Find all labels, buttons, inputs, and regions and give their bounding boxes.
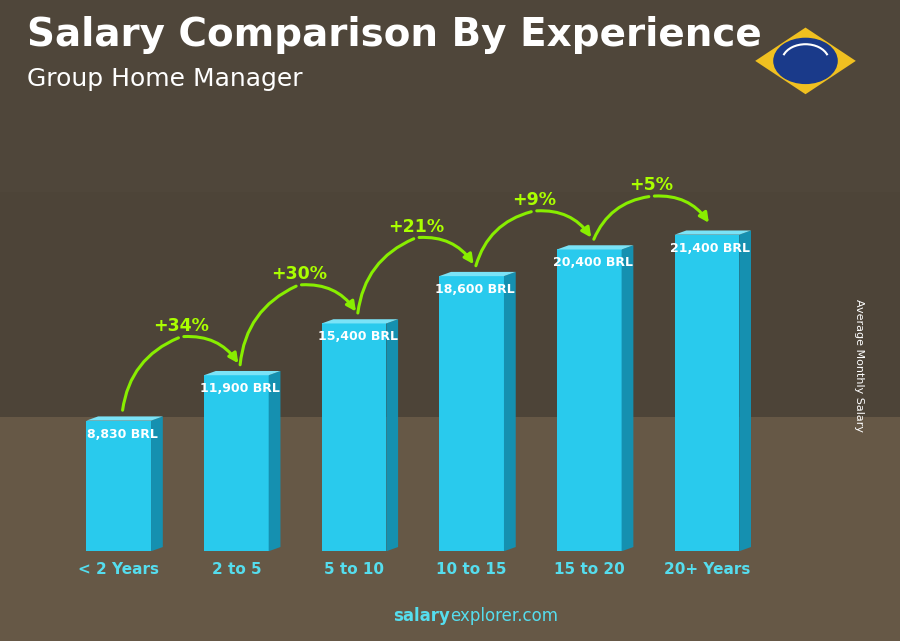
Bar bbox=[204, 375, 269, 551]
Text: +9%: +9% bbox=[512, 191, 556, 209]
Polygon shape bbox=[622, 246, 634, 551]
Bar bbox=[0, 417, 900, 641]
Text: +5%: +5% bbox=[630, 176, 673, 194]
Bar bbox=[674, 235, 739, 551]
Text: Group Home Manager: Group Home Manager bbox=[27, 67, 302, 91]
Bar bbox=[321, 324, 386, 551]
Bar bbox=[86, 420, 151, 551]
Polygon shape bbox=[151, 417, 163, 551]
Polygon shape bbox=[204, 371, 281, 375]
Bar bbox=[0, 0, 900, 192]
Text: 20,400 BRL: 20,400 BRL bbox=[553, 256, 633, 269]
Polygon shape bbox=[557, 246, 634, 249]
Polygon shape bbox=[674, 231, 751, 235]
Circle shape bbox=[774, 38, 837, 83]
Polygon shape bbox=[439, 272, 516, 276]
Polygon shape bbox=[321, 319, 398, 324]
Bar bbox=[557, 249, 622, 551]
Polygon shape bbox=[755, 28, 856, 94]
Text: +30%: +30% bbox=[271, 265, 327, 283]
Polygon shape bbox=[739, 231, 751, 551]
Text: 18,600 BRL: 18,600 BRL bbox=[436, 283, 515, 296]
Polygon shape bbox=[269, 371, 281, 551]
Text: 15,400 BRL: 15,400 BRL bbox=[318, 330, 398, 344]
Text: 11,900 BRL: 11,900 BRL bbox=[200, 382, 280, 395]
Text: explorer.com: explorer.com bbox=[450, 607, 558, 625]
Bar bbox=[439, 276, 504, 551]
Text: Average Monthly Salary: Average Monthly Salary bbox=[854, 299, 865, 432]
Polygon shape bbox=[386, 319, 398, 551]
Polygon shape bbox=[86, 417, 163, 420]
Text: Salary Comparison By Experience: Salary Comparison By Experience bbox=[27, 16, 761, 54]
Bar bbox=[0, 192, 900, 417]
Text: 8,830 BRL: 8,830 BRL bbox=[86, 428, 158, 440]
Text: 21,400 BRL: 21,400 BRL bbox=[670, 242, 751, 254]
Text: +34%: +34% bbox=[153, 317, 209, 335]
Text: +21%: +21% bbox=[388, 218, 445, 236]
Text: salary: salary bbox=[393, 607, 450, 625]
Polygon shape bbox=[504, 272, 516, 551]
